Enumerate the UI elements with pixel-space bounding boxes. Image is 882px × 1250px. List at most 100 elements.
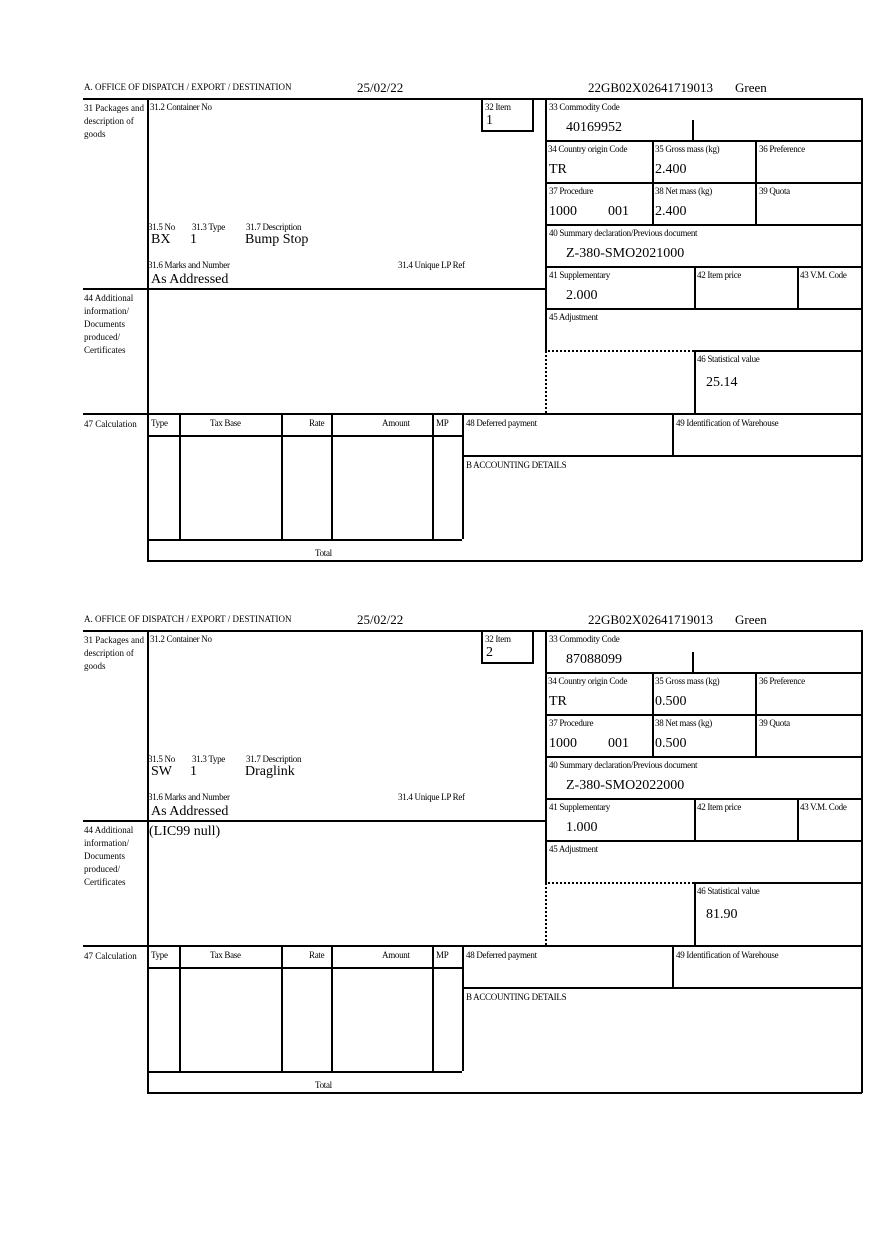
frame-line <box>147 967 462 969</box>
frame-line <box>545 182 862 184</box>
frame-line <box>545 140 862 142</box>
additional-info-label: 44 Additional information/ Documents pro… <box>84 825 134 887</box>
deferred-payment-label: 48 Deferred payment <box>466 950 537 960</box>
procedure-label: 37 Procedure <box>549 718 594 728</box>
frame-line <box>179 945 181 1071</box>
item-price-label: 42 Item price <box>697 802 742 812</box>
summary-decl-label: 40 Summary declaration/Previous document <box>549 228 698 238</box>
frame-line <box>545 266 862 268</box>
frame-line <box>545 798 862 800</box>
warehouse-label: 49 Identification of Warehouse <box>676 418 779 428</box>
calc-total-label: Total <box>315 1080 332 1090</box>
declaration-item-form: A. OFFICE OF DISPATCH / EXPORT / DESTINA… <box>0 612 882 1102</box>
statistical-value-label: 46 Statistical value <box>697 354 760 364</box>
frame-line <box>545 756 862 758</box>
supplementary-label: 41 Supplementary <box>549 270 610 280</box>
preference-label: 36 Preference <box>759 144 805 154</box>
gross-mass-value: 2.400 <box>655 162 687 177</box>
container-no-label: 31.2 Container No <box>150 634 212 644</box>
unique-ref-label: 31.4 Unique LP Ref <box>398 792 465 802</box>
frame-line <box>147 435 462 437</box>
frame-line <box>532 100 534 131</box>
type-label: 31.3 Type <box>192 222 226 232</box>
dotted-line <box>545 882 694 884</box>
date: 25/02/22 <box>357 80 404 95</box>
frame-line <box>179 413 181 539</box>
calc-mp-header: MP <box>436 418 449 428</box>
frame-line <box>147 560 862 562</box>
frame-line <box>694 350 862 352</box>
marks-value: As Addressed <box>151 804 229 819</box>
packages-label: 31 Packages and description of goods <box>84 103 144 139</box>
procedure-label: 37 Procedure <box>549 186 594 196</box>
accounting-details-label: B ACCOUNTING DETAILS <box>466 992 567 1002</box>
container-no-label: 31.2 Container No <box>150 102 212 112</box>
statistical-value-label: 46 Statistical value <box>697 886 760 896</box>
item-value: 2 <box>486 645 493 660</box>
calc-rate-header: Rate <box>309 950 325 960</box>
supplementary-value: 1.000 <box>566 820 598 835</box>
type-value: 1 <box>190 232 197 247</box>
net-mass-value: 2.400 <box>655 204 687 219</box>
frame-line <box>481 632 483 663</box>
calc-type-header: Type <box>151 418 168 428</box>
packages-label: 31 Packages and description of goods <box>84 635 144 671</box>
frame-line <box>432 413 434 539</box>
frame-line <box>545 840 862 842</box>
calculation-label: 47 Calculation <box>84 419 137 429</box>
frame-line <box>692 652 694 672</box>
route-status: Green <box>735 612 767 627</box>
gross-mass-label: 35 Gross mass (kg) <box>655 144 720 154</box>
description-label: 31.7 Description <box>246 754 302 764</box>
calc-type-header: Type <box>151 950 168 960</box>
frame-line <box>545 224 862 226</box>
reference-number: 22GB02X02641719013 <box>588 80 713 95</box>
frame-line <box>672 945 674 987</box>
procedure-value: 1000 <box>549 736 577 751</box>
additional-info-label: 44 Additional information/ Documents pro… <box>84 293 134 355</box>
accounting-details-label: B ACCOUNTING DETAILS <box>466 460 567 470</box>
warehouse-label: 49 Identification of Warehouse <box>676 950 779 960</box>
commodity-code-value: 87088099 <box>566 652 622 667</box>
frame-line <box>861 630 863 1093</box>
frame-line <box>652 140 654 224</box>
frame-line <box>692 120 694 140</box>
frame-line <box>462 455 862 457</box>
frame-line <box>462 413 464 539</box>
marks-value: As Addressed <box>151 272 229 287</box>
date: 25/02/22 <box>357 612 404 627</box>
frame-line <box>481 100 483 131</box>
dotted-line <box>545 883 547 945</box>
supplementary-label: 41 Supplementary <box>549 802 610 812</box>
frame-line <box>83 413 862 415</box>
summary-decl-value: Z-380-SMO2022000 <box>566 778 685 793</box>
frame-line <box>797 266 799 308</box>
frame-line <box>83 820 545 822</box>
vm-code-label: 43 V.M. Code <box>800 270 847 280</box>
item-label: 32 Item <box>485 634 511 644</box>
frame-line <box>545 714 862 716</box>
frame-line <box>147 98 149 561</box>
commodity-code-label: 33 Commodity Code <box>549 634 620 644</box>
adjustment-label: 45 Adjustment <box>549 844 598 854</box>
office-label: A. OFFICE OF DISPATCH / EXPORT / DESTINA… <box>84 82 292 92</box>
frame-line <box>694 882 696 945</box>
calc-tax-base-header: Tax Base <box>210 950 241 960</box>
statistical-value: 81.90 <box>706 907 738 922</box>
frame-line <box>694 798 696 840</box>
preference-label: 36 Preference <box>759 676 805 686</box>
calc-rate-header: Rate <box>309 418 325 428</box>
type-value: 1 <box>190 764 197 779</box>
frame-line <box>281 945 283 1071</box>
country-origin-label: 34 Country origin Code <box>548 144 628 154</box>
no-value: BX <box>151 232 171 247</box>
additional-info-value: (LIC99 null) <box>149 824 221 839</box>
frame-line <box>331 413 333 539</box>
frame-line <box>147 1071 462 1073</box>
calc-amount-header: Amount <box>382 418 410 428</box>
frame-line <box>652 672 654 756</box>
country-origin-label: 34 Country origin Code <box>548 676 628 686</box>
net-mass-label: 38 Net mass (kg) <box>655 718 712 728</box>
statistical-value: 25.14 <box>706 375 738 390</box>
item-label: 32 Item <box>485 102 511 112</box>
